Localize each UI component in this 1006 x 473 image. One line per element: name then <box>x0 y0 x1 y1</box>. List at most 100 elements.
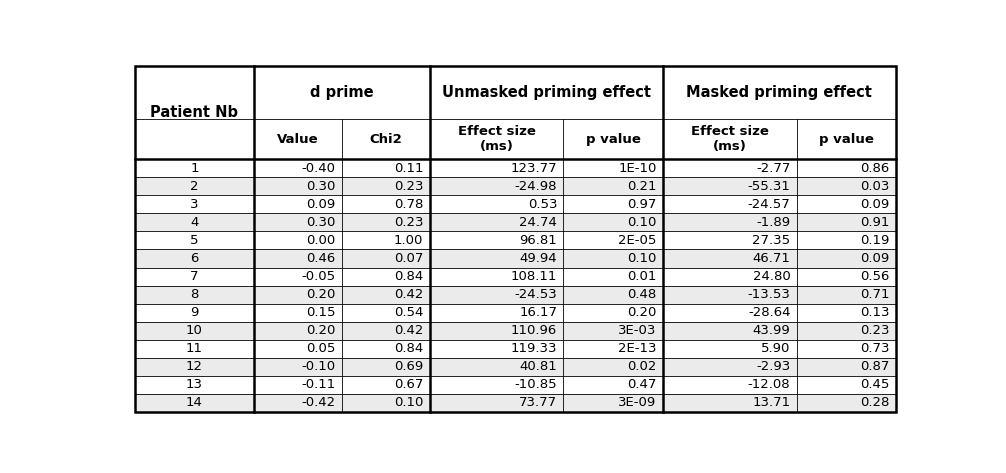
Text: 0.10: 0.10 <box>627 252 657 265</box>
Text: 16.17: 16.17 <box>519 306 557 319</box>
Text: 0.78: 0.78 <box>394 198 424 211</box>
Text: 7: 7 <box>190 270 198 283</box>
Text: 0.20: 0.20 <box>306 324 335 337</box>
Text: 0.15: 0.15 <box>306 306 335 319</box>
Text: 0.09: 0.09 <box>306 198 335 211</box>
Text: 4: 4 <box>190 216 198 229</box>
Bar <box>135 304 896 322</box>
Bar <box>135 249 896 268</box>
Text: 0.30: 0.30 <box>306 180 335 193</box>
Text: -1.89: -1.89 <box>757 216 791 229</box>
Bar <box>135 268 896 286</box>
Text: 5.90: 5.90 <box>761 342 791 355</box>
Text: 49.94: 49.94 <box>519 252 557 265</box>
Text: 0.09: 0.09 <box>860 252 889 265</box>
Text: -0.42: -0.42 <box>301 396 335 409</box>
Text: -24.57: -24.57 <box>747 198 791 211</box>
Text: 0.69: 0.69 <box>394 360 424 373</box>
Text: Effect size
(ms): Effect size (ms) <box>691 125 769 153</box>
Text: 0.86: 0.86 <box>860 162 889 175</box>
Text: -0.40: -0.40 <box>302 162 335 175</box>
Text: -0.10: -0.10 <box>301 360 335 373</box>
Text: 0.07: 0.07 <box>394 252 424 265</box>
Text: 0.05: 0.05 <box>306 342 335 355</box>
Bar <box>135 340 896 358</box>
Text: -2.93: -2.93 <box>757 360 791 373</box>
Bar <box>135 177 896 195</box>
Text: 0.11: 0.11 <box>393 162 424 175</box>
Text: Effect size
(ms): Effect size (ms) <box>458 125 535 153</box>
Text: Patient Nb: Patient Nb <box>150 105 238 120</box>
Text: 0.54: 0.54 <box>394 306 424 319</box>
Bar <box>135 376 896 394</box>
Text: 40.81: 40.81 <box>519 360 557 373</box>
Text: 0.10: 0.10 <box>627 216 657 229</box>
Text: -55.31: -55.31 <box>747 180 791 193</box>
Text: -2.77: -2.77 <box>757 162 791 175</box>
Text: 0.23: 0.23 <box>860 324 889 337</box>
Bar <box>135 358 896 376</box>
Text: 0.71: 0.71 <box>860 288 889 301</box>
Text: 108.11: 108.11 <box>511 270 557 283</box>
Text: -13.53: -13.53 <box>747 288 791 301</box>
Bar <box>135 286 896 304</box>
Text: 13: 13 <box>186 378 203 391</box>
Text: 119.33: 119.33 <box>511 342 557 355</box>
Text: -0.11: -0.11 <box>301 378 335 391</box>
Text: p value: p value <box>585 133 641 146</box>
Text: Chi2: Chi2 <box>369 133 402 146</box>
Text: 12: 12 <box>186 360 203 373</box>
Text: 1E-10: 1E-10 <box>618 162 657 175</box>
Text: 2: 2 <box>190 180 198 193</box>
Bar <box>135 394 896 412</box>
Text: 0.73: 0.73 <box>860 342 889 355</box>
Text: 0.56: 0.56 <box>860 270 889 283</box>
Text: 0.28: 0.28 <box>860 396 889 409</box>
Text: 27.35: 27.35 <box>752 234 791 247</box>
Text: 0.30: 0.30 <box>306 216 335 229</box>
Text: 3E-03: 3E-03 <box>618 324 657 337</box>
Text: p value: p value <box>819 133 874 146</box>
Bar <box>135 322 896 340</box>
Text: 3E-09: 3E-09 <box>619 396 657 409</box>
Text: 0.42: 0.42 <box>394 324 424 337</box>
Text: 0.48: 0.48 <box>628 288 657 301</box>
Text: 96.81: 96.81 <box>519 234 557 247</box>
Text: 0.42: 0.42 <box>394 288 424 301</box>
Text: 73.77: 73.77 <box>519 396 557 409</box>
Text: 5: 5 <box>190 234 198 247</box>
Text: 0.20: 0.20 <box>627 306 657 319</box>
Text: 14: 14 <box>186 396 203 409</box>
Text: 123.77: 123.77 <box>510 162 557 175</box>
Text: 6: 6 <box>190 252 198 265</box>
Bar <box>135 195 896 213</box>
Text: 0.23: 0.23 <box>393 216 424 229</box>
Text: -10.85: -10.85 <box>514 378 557 391</box>
Text: 0.84: 0.84 <box>394 342 424 355</box>
Text: 2E-13: 2E-13 <box>618 342 657 355</box>
Text: 0.46: 0.46 <box>306 252 335 265</box>
Text: 0.02: 0.02 <box>627 360 657 373</box>
Text: 110.96: 110.96 <box>511 324 557 337</box>
Text: 24.80: 24.80 <box>752 270 791 283</box>
Text: -12.08: -12.08 <box>747 378 791 391</box>
Text: 11: 11 <box>186 342 203 355</box>
Bar <box>135 231 896 249</box>
Text: 13.71: 13.71 <box>752 396 791 409</box>
Text: -28.64: -28.64 <box>747 306 791 319</box>
Text: 2E-05: 2E-05 <box>618 234 657 247</box>
Text: 0.67: 0.67 <box>394 378 424 391</box>
Text: 10: 10 <box>186 324 203 337</box>
Text: 1: 1 <box>190 162 198 175</box>
Text: 0.00: 0.00 <box>306 234 335 247</box>
Text: -24.53: -24.53 <box>514 288 557 301</box>
Text: 0.09: 0.09 <box>860 198 889 211</box>
Text: 0.01: 0.01 <box>627 270 657 283</box>
Text: 0.91: 0.91 <box>860 216 889 229</box>
Bar <box>135 66 896 159</box>
Text: 0.13: 0.13 <box>860 306 889 319</box>
Text: 0.47: 0.47 <box>627 378 657 391</box>
Bar <box>135 213 896 231</box>
Text: -0.05: -0.05 <box>301 270 335 283</box>
Text: Masked priming effect: Masked priming effect <box>686 85 872 100</box>
